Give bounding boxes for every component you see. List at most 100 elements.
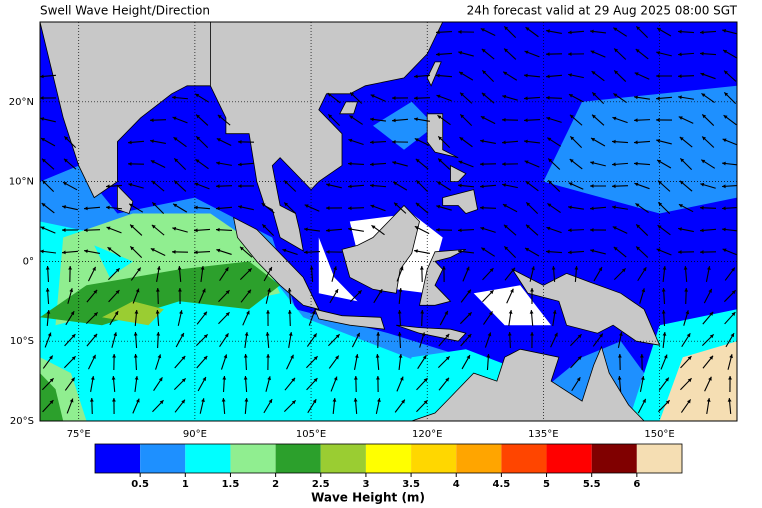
swell-arrow-head xyxy=(687,356,692,361)
swell-arrow-head xyxy=(458,30,462,34)
swell-arrow-head xyxy=(172,249,176,254)
swell-arrow-head xyxy=(64,136,69,141)
swell-arrow-head xyxy=(524,118,528,123)
swell-arrow-head xyxy=(568,182,573,186)
swell-arrow-head xyxy=(414,138,419,142)
colorbar-frame xyxy=(94,443,683,474)
swell-arrow-head xyxy=(656,96,660,101)
swell-arrow-head xyxy=(656,74,660,78)
swell-arrow-head xyxy=(113,332,118,337)
colorbar-tick-label: 4 xyxy=(453,479,460,490)
swell-arrow-head xyxy=(709,334,714,339)
swell-arrow-head xyxy=(415,158,420,163)
swell-arrow-head xyxy=(203,334,208,339)
title: Swell Wave Height/Direction xyxy=(40,4,210,18)
land xyxy=(426,113,459,159)
swell-arrow-head xyxy=(590,161,595,165)
swell-arrow-head xyxy=(392,140,396,144)
swell-arrow-head xyxy=(458,160,463,165)
swell-arrow-head xyxy=(524,50,529,55)
swell-arrow-head xyxy=(377,398,381,402)
swell-arrow-head xyxy=(636,246,641,251)
swell-arrow-head xyxy=(84,206,88,211)
swell-arrow-head xyxy=(202,288,206,293)
x-tick-label: 105°E xyxy=(296,429,326,440)
swell-arrow-head xyxy=(508,310,513,314)
swell-arrow-head xyxy=(221,398,226,402)
swell-arrow-head xyxy=(370,183,374,188)
swell-arrow-head xyxy=(678,52,682,57)
swell-arrow-head xyxy=(502,162,506,166)
swell-arrow-head xyxy=(354,354,359,358)
swell-arrow-head xyxy=(414,249,418,254)
swell-arrow-head xyxy=(156,266,161,270)
swell-arrow-head xyxy=(524,96,528,101)
swell-arrow-head xyxy=(683,266,688,270)
swell-arrow-head xyxy=(590,29,594,34)
swell-arrow-head xyxy=(617,376,622,380)
swell-arrow-head xyxy=(393,181,398,186)
swell-arrow-head xyxy=(335,334,340,339)
swell-arrow-head xyxy=(531,266,535,271)
swell-arrow-head xyxy=(442,266,446,270)
swell-arrow-head xyxy=(642,398,646,403)
swell-arrow-head xyxy=(284,202,289,207)
swell-arrow-head xyxy=(502,183,506,187)
swell-arrow-head xyxy=(203,311,207,316)
swell-arrow-head xyxy=(392,96,396,100)
swell-arrow-head xyxy=(311,310,316,315)
swell-arrow-head xyxy=(702,136,707,141)
swell-arrow-head xyxy=(398,288,403,292)
x-tick-label: 135°E xyxy=(528,429,558,440)
swell-arrow-head xyxy=(224,333,229,338)
swell-arrow-head xyxy=(590,228,594,232)
swell-arrow-head xyxy=(634,161,638,166)
swell-arrow-head xyxy=(612,226,617,230)
colorbar-tick-label: 1.5 xyxy=(222,479,240,490)
swell-arrow-head xyxy=(40,74,44,79)
swell-arrow-head xyxy=(155,288,160,292)
swell-arrow-head xyxy=(658,180,662,185)
swell-arrow-head xyxy=(158,377,163,382)
swell-arrow-head xyxy=(662,332,667,336)
swell-arrow-head xyxy=(181,399,185,404)
swell-arrow-head xyxy=(591,71,596,75)
swell-arrow-head xyxy=(706,266,711,270)
swell-arrow-head xyxy=(568,52,572,56)
swell-arrow-head xyxy=(238,184,242,188)
swell-arrow-head xyxy=(530,332,534,336)
swell-arrow-head xyxy=(151,224,156,229)
swell-arrow-head xyxy=(268,399,273,404)
swell-arrow-head xyxy=(598,267,603,272)
swell-arrow-head xyxy=(243,376,248,380)
swell-arrow-head xyxy=(504,48,509,53)
zone xyxy=(659,341,737,421)
swell-arrow-head xyxy=(551,266,556,270)
map xyxy=(40,22,737,421)
swell-arrow-head xyxy=(730,333,735,338)
swell-arrow-head xyxy=(481,92,486,97)
swell-arrow-head xyxy=(62,182,67,186)
swell-arrow-head xyxy=(480,184,484,189)
swell-arrow-head xyxy=(701,93,706,98)
swell-arrow-head xyxy=(333,266,337,271)
swell-arrow-head xyxy=(392,118,396,123)
swell-arrow-head xyxy=(458,249,462,254)
subtitle: 24h forecast valid at 29 Aug 2025 08:00 … xyxy=(467,4,738,18)
swell-arrow-head xyxy=(618,332,623,336)
colorbar-tick-label: 2.5 xyxy=(312,479,330,490)
swell-arrow-head xyxy=(480,205,484,210)
swell-arrow-head xyxy=(635,203,640,208)
swell-arrow-head xyxy=(480,162,484,167)
swell-arrow-head xyxy=(414,117,418,122)
colorbar-swatch xyxy=(456,444,502,473)
swell-arrow-head xyxy=(678,74,682,79)
swell-arrow-head xyxy=(216,184,220,189)
swell-arrow-head xyxy=(62,250,66,255)
swell-arrow-head xyxy=(70,311,75,316)
land xyxy=(426,61,442,87)
swell-arrow-head xyxy=(348,161,352,166)
swell-arrow-head xyxy=(247,268,252,273)
swell-arrow-head xyxy=(195,93,200,98)
